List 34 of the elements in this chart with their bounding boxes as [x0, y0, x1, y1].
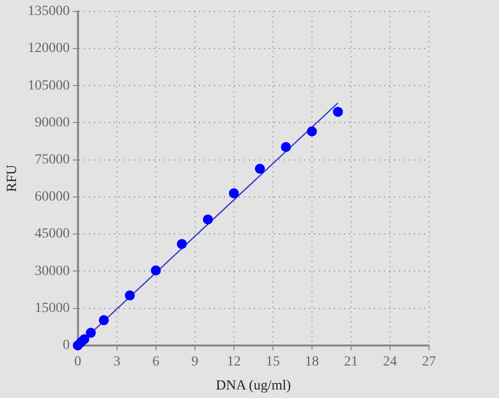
point	[124, 290, 135, 300]
y-tick-label: 90000	[34, 115, 70, 130]
y-tick-label: 15000	[34, 300, 70, 316]
y-tick-label: 135000	[28, 4, 70, 20]
point	[86, 328, 96, 338]
x-tick-label: 9	[191, 354, 198, 370]
point	[176, 238, 187, 249]
y-tick-label: 60000	[34, 190, 70, 205]
x-tick-label: 27	[422, 354, 436, 370]
y-tick-label: 30000	[34, 264, 70, 279]
point	[306, 126, 317, 136]
x-tick-label: 6	[152, 354, 160, 370]
x-tick-label: 0	[74, 354, 82, 370]
point	[228, 188, 239, 198]
x-axis-title: DNA (ug/ml)	[216, 378, 292, 394]
y-tick-label: 45000	[34, 226, 70, 242]
x-tick-label: 21	[344, 354, 358, 370]
x-tick-label: 18	[304, 354, 319, 370]
y-tick-label: 120000	[28, 41, 70, 56]
point	[202, 214, 213, 224]
x-tick-label: 24	[382, 354, 397, 370]
point	[280, 142, 291, 152]
point	[254, 164, 265, 174]
x-tick-label: 15	[266, 354, 280, 370]
x-tick-label: 3	[113, 354, 120, 370]
point	[79, 334, 90, 344]
point	[98, 315, 109, 326]
point	[150, 265, 161, 276]
y-tick-label: 0	[62, 338, 70, 354]
point	[332, 106, 343, 117]
y-tick-label: 105000	[28, 78, 70, 94]
x-tick-label: 12	[226, 354, 241, 370]
y-axis-title: RFU	[5, 164, 20, 192]
y-tick-label: 75000	[34, 152, 70, 168]
